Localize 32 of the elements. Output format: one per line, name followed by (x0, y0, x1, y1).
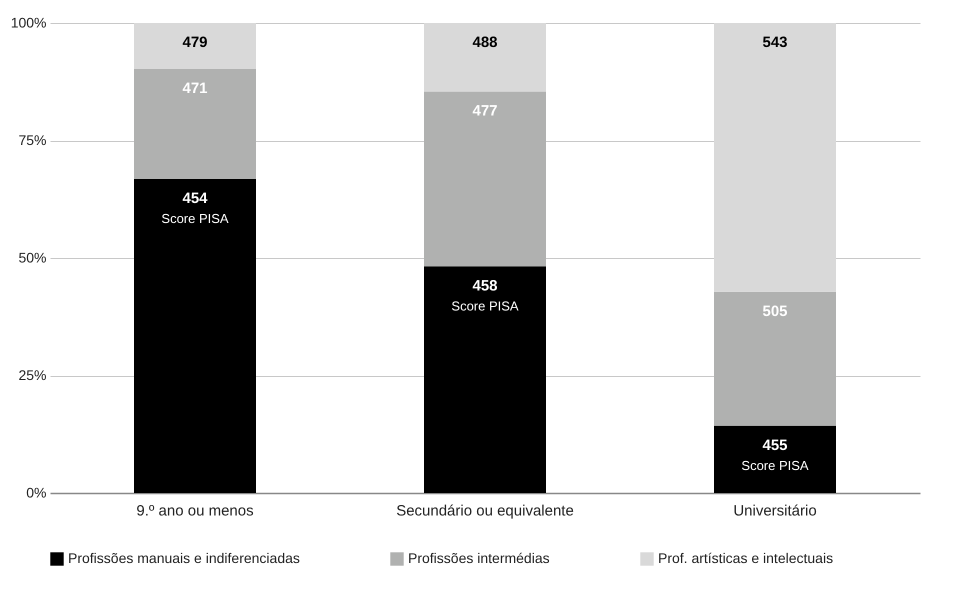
bar (424, 92, 546, 266)
bar (134, 69, 256, 180)
y-tick-label: 50% (18, 250, 46, 266)
bar (134, 179, 256, 493)
bar (424, 266, 546, 493)
bar (714, 426, 836, 493)
x-tick-label: Secundário ou equivalente (396, 502, 574, 520)
y-tick-label: 25% (18, 367, 46, 383)
annotation: 505 (762, 302, 788, 320)
bar (714, 292, 836, 426)
annotation: 455 (762, 436, 788, 454)
annotation: 477 (472, 102, 498, 120)
annotation: 454 (182, 190, 208, 208)
annotation: Score PISA (161, 211, 229, 226)
annotation: 479 (182, 34, 208, 51)
bar (714, 23, 836, 292)
annotation: 471 (182, 80, 208, 98)
annotation: Score PISA (451, 298, 519, 314)
annotation: 488 (472, 34, 498, 51)
x-tick-label: Universitário (733, 502, 817, 520)
bar (134, 23, 256, 70)
annotation: Score PISA (741, 458, 809, 473)
x-tick-label: 9.º ano ou menos (136, 502, 254, 520)
y-tick-label: 75% (18, 132, 46, 148)
y-tick-label: 0% (26, 484, 46, 500)
annotation: 458 (472, 277, 498, 294)
y-tick-label: 100% (10, 14, 46, 30)
legend-label: Prof. artísticas e intelectuais (658, 550, 834, 566)
annotation: 543 (762, 34, 788, 51)
legend-label: Profissões intermédias (408, 550, 550, 566)
legend-label: Profissões manuais e indiferenciadas (68, 550, 300, 566)
bar (424, 23, 546, 92)
